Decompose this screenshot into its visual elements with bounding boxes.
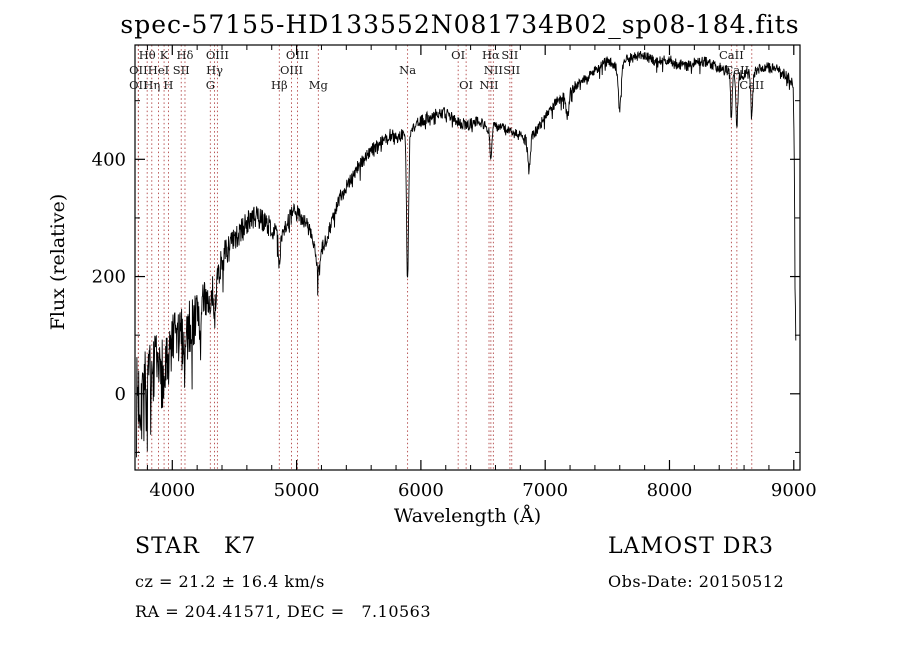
- obs-date: Obs-Date: 20150512: [608, 572, 785, 591]
- svg-text:Hθ: Hθ: [139, 48, 156, 62]
- svg-text:CaII: CaII: [724, 63, 749, 77]
- svg-text:5000: 5000: [274, 480, 320, 500]
- svg-text:OIII: OIII: [286, 48, 309, 62]
- svg-text:Hη: Hη: [143, 78, 160, 92]
- svg-text:6000: 6000: [398, 480, 444, 500]
- svg-text:OIII: OIII: [206, 48, 229, 62]
- svg-text:Hβ: Hβ: [271, 78, 288, 92]
- object-classification: STAR K7: [135, 534, 257, 559]
- svg-text:OI: OI: [459, 78, 473, 92]
- svg-text:9000: 9000: [771, 480, 817, 500]
- svg-text:SII: SII: [503, 63, 520, 77]
- svg-text:400: 400: [92, 149, 126, 170]
- svg-text:K: K: [160, 48, 169, 62]
- svg-text:NII: NII: [484, 63, 503, 77]
- svg-text:Hγ: Hγ: [206, 63, 223, 77]
- x-axis-label: Wavelength (Å): [393, 505, 542, 527]
- svg-text:Hδ: Hδ: [176, 48, 193, 62]
- svg-text:G: G: [206, 78, 215, 92]
- svg-text:H: H: [163, 78, 173, 92]
- svg-text:7000: 7000: [522, 480, 568, 500]
- svg-text:OI: OI: [451, 48, 465, 62]
- radial-velocity: cz = 21.2 ± 16.4 km/s: [135, 572, 325, 591]
- svg-text:HeI: HeI: [148, 63, 169, 77]
- svg-text:0: 0: [115, 384, 126, 405]
- svg-text:Na: Na: [399, 63, 416, 77]
- plot-title: spec-57155-HD133552N081734B02_sp08-184.f…: [120, 10, 800, 39]
- svg-text:200: 200: [92, 267, 126, 288]
- svg-text:OII: OII: [129, 78, 148, 92]
- svg-text:Hα: Hα: [482, 48, 500, 62]
- svg-text:SII: SII: [501, 48, 518, 62]
- y-axis-label: Flux (relative): [47, 193, 69, 331]
- svg-text:OII: OII: [129, 63, 148, 77]
- ra-dec-coordinates: RA = 204.41571, DEC = 7.10563: [135, 602, 432, 621]
- svg-text:4000: 4000: [149, 480, 195, 500]
- spectrum-chart: 4000 5000 6000 7000 8000 90000200400OIIOIIHθH…: [92, 44, 817, 500]
- svg-text:OIII: OIII: [280, 63, 303, 77]
- svg-text:8000: 8000: [647, 480, 693, 500]
- svg-text:SII: SII: [173, 63, 190, 77]
- survey-release: LAMOST DR3: [608, 534, 774, 559]
- svg-text:NII: NII: [479, 78, 498, 92]
- svg-text:CaII: CaII: [739, 78, 764, 92]
- svg-text:Mg: Mg: [309, 78, 329, 92]
- svg-text:CaII: CaII: [719, 48, 744, 62]
